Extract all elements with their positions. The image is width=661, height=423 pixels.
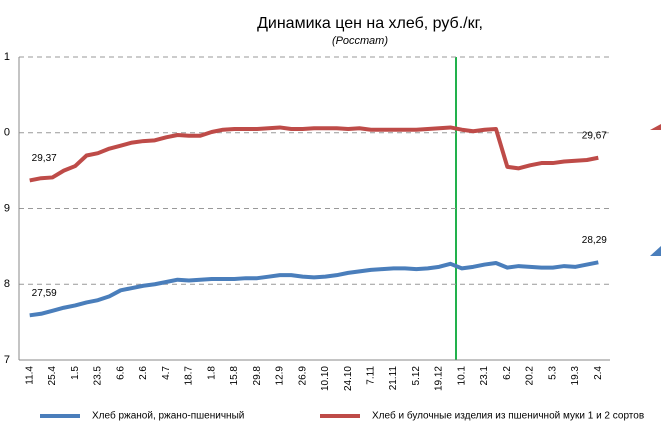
decoration	[650, 124, 661, 130]
chart-subtitle: (Росстат)	[332, 35, 388, 47]
x-tick-label: 4.7	[161, 366, 172, 380]
x-tick-label: 26.9	[297, 366, 308, 386]
y-tick-label: 1	[4, 51, 10, 63]
x-tick-label: 18.7	[184, 366, 195, 386]
data-label: 29,37	[32, 153, 57, 164]
x-tick-label: 29.8	[252, 366, 263, 386]
y-tick-label: 7	[4, 354, 10, 366]
x-tick-label: 5.12	[411, 366, 422, 386]
data-label: 29,67	[582, 130, 607, 141]
y-tick-label: 8	[4, 278, 10, 290]
x-tick-label: 5.3	[547, 366, 558, 380]
y-tick-label: 9	[4, 202, 10, 214]
x-tick-label: 6.2	[502, 366, 513, 380]
legend-label: Хлеб ржаной, ржано-пшеничный	[92, 410, 244, 422]
x-tick-label: 10.1	[456, 366, 467, 386]
x-tick-label: 21.11	[388, 366, 399, 391]
x-tick-label: 2.4	[593, 366, 604, 380]
decoration	[650, 246, 661, 256]
x-tick-label: 7.11	[366, 366, 377, 385]
x-tick-label: 2.6	[138, 366, 149, 380]
x-tick-label: 23.1	[479, 366, 490, 386]
y-tick-label: 0	[4, 127, 10, 139]
x-tick-label: 25.4	[47, 366, 58, 386]
x-tick-label: 15.8	[229, 366, 240, 386]
x-tick-label: 11.4	[24, 366, 35, 385]
data-label: 28,29	[582, 235, 607, 246]
data-label: 27,59	[32, 288, 57, 299]
line-series	[29, 125, 599, 183]
x-tick-label: 10.10	[320, 366, 331, 391]
x-tick-label: 6.6	[115, 366, 126, 380]
chart-title: Динамика цен на хлеб, руб./кг,	[257, 15, 483, 32]
x-tick-label: 12.9	[275, 366, 286, 386]
x-tick-label: 1.8	[206, 366, 217, 380]
x-tick-label: 20.2	[525, 366, 536, 386]
line-series	[29, 260, 599, 318]
x-tick-label: 1.5	[70, 366, 81, 380]
x-tick-label: 19.3	[570, 366, 581, 386]
x-tick-label: 24.10	[343, 366, 354, 391]
legend-label: Хлеб и булочные изделия из пшеничной мук…	[372, 410, 644, 422]
x-tick-label: 19.12	[434, 366, 445, 391]
x-tick-label: 23.5	[93, 366, 104, 386]
